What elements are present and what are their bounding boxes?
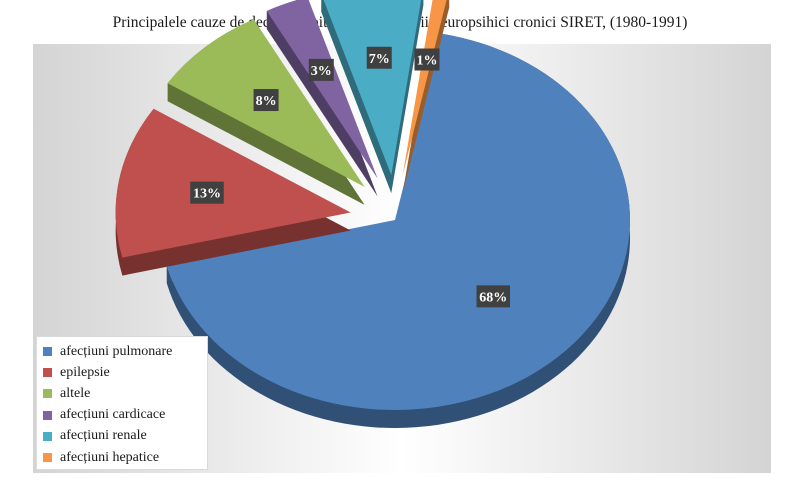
legend-item-6: afecțiuni hepatice xyxy=(43,447,201,468)
pie-slice-6 xyxy=(402,0,447,176)
legend-item-1: afecțiuni pulmonare xyxy=(43,341,201,362)
legend-swatch xyxy=(43,410,52,420)
legend-label: afecțiuni pulmonare xyxy=(60,343,173,359)
legend-swatch xyxy=(43,431,52,441)
legend-item-2: epilepsie xyxy=(43,362,201,383)
data-label-4: 3% xyxy=(311,64,332,79)
legend-label: afecțiuni renale xyxy=(60,428,147,444)
legend-item-4: afecțiuni cardicace xyxy=(43,405,201,426)
legend-label: epilepsie xyxy=(60,364,110,380)
pie-slice-2 xyxy=(115,108,351,258)
legend-swatch xyxy=(43,389,52,399)
pie-slice-side-6 xyxy=(402,0,450,194)
data-label-box-6 xyxy=(414,48,440,71)
data-label-2: 13% xyxy=(193,187,221,202)
data-label-box-5 xyxy=(366,46,392,69)
legend-swatch xyxy=(43,453,52,463)
legend-swatch xyxy=(43,368,52,378)
legend-label: altele xyxy=(60,385,91,401)
legend-label: afecțiuni hepatice xyxy=(60,449,160,465)
legend-swatch xyxy=(43,347,52,357)
data-label-box-2 xyxy=(190,181,224,204)
data-label-box-1 xyxy=(476,285,511,308)
legend-item-3: altele xyxy=(43,383,201,404)
pie-slice-4 xyxy=(266,0,378,179)
data-label-3: 8% xyxy=(256,94,277,109)
legend-item-5: afecțiuni renale xyxy=(43,426,201,447)
legend-label: afecțiuni cardicace xyxy=(60,407,166,423)
legend: afecțiuni pulmonare epilepsie altele afecți… xyxy=(36,336,208,470)
data-label-5: 7% xyxy=(369,52,390,67)
pie-slice-1 xyxy=(166,33,630,410)
data-label-box-3 xyxy=(253,89,279,112)
pie-slice-5 xyxy=(323,0,422,176)
data-label-box-4 xyxy=(308,58,334,81)
data-label-6: 1% xyxy=(416,54,437,69)
data-label-1: 68% xyxy=(479,290,507,305)
